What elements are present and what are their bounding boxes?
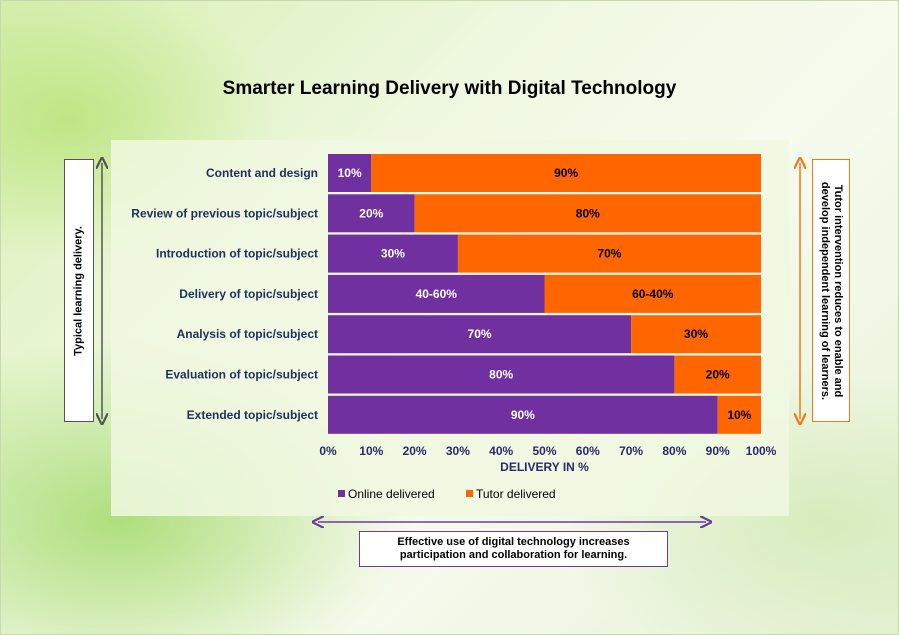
chart-title: Smarter Learning Delivery with Digital T… [222,78,677,99]
legend-label: Tutor delivered [476,487,556,501]
x-tick-label: 40% [489,444,513,458]
tutor-intervention-line-1: Tutor intervention reduces to enable and [832,184,844,397]
bar-tutor [674,355,761,394]
legend-swatch [466,490,473,497]
x-tick-label: 90% [706,444,730,458]
category-label: Introduction of topic/subject [156,247,318,261]
x-tick-label: 70% [619,444,643,458]
digital-technology-line-2: participation and collaboration for lear… [399,549,628,561]
digital-technology-note: Effective use of digital technology incr… [359,531,668,567]
category-label: Extended topic/subject [187,408,318,422]
legend-swatch [338,490,345,497]
legend-label: Online delivered [348,487,435,501]
stacked-bar-chart: Content and design 10% 90% Review of previo… [131,154,777,501]
x-tick-label: 0% [319,444,337,458]
category-label: Analysis of topic/subject [177,327,318,341]
x-tick-label: 20% [403,444,427,458]
bar-online [328,395,718,434]
data-label: 30% [381,247,405,261]
data-label: 40-60% [416,287,458,301]
chart-panel: Content and design 10% 90% Review of previo… [111,140,789,516]
data-label: 10% [338,166,362,180]
data-label: 20% [706,368,730,382]
bar-tutor [717,395,761,434]
x-axis-label: DELIVERY IN % [500,460,589,474]
data-label: 90% [511,408,535,422]
typical-delivery-text: Typical learning delivery. [72,225,85,356]
x-tick-label: 60% [576,444,600,458]
bar-online [328,274,545,313]
data-label: 70% [597,247,621,261]
category-label: Review of previous topic/subject [131,206,318,220]
x-tick-label: 10% [359,444,383,458]
data-label: 80% [576,206,600,220]
bar-online [328,234,458,273]
bar-online [328,194,415,233]
data-label: 90% [554,166,578,180]
data-label: 80% [489,368,513,382]
data-label: 30% [684,327,708,341]
bar-tutor [457,234,761,273]
bar-tutor [631,315,761,354]
x-tick-label: 80% [662,444,686,458]
data-label: 70% [468,327,492,341]
tutor-intervention-line-2: develop independent learning of learners… [819,181,831,400]
bar-tutor [414,194,761,233]
category-label: Delivery of topic/subject [179,287,318,301]
data-label: 60-40% [632,287,674,301]
digital-technology-line-1: Effective use of digital technology incr… [397,536,630,548]
category-label: Content and design [206,166,318,180]
typical-delivery-note: Typical learning delivery. [64,159,94,422]
bar-online [328,355,675,394]
bar-tutor [544,274,761,313]
x-tick-label: 30% [446,444,470,458]
bar-online [328,315,632,354]
bar-online [328,154,372,192]
tutor-intervention-text: Tutor intervention reduces to enable and… [818,181,844,399]
bar-tutor [371,154,761,192]
data-label: 20% [359,206,383,220]
x-tick-label: 100% [746,444,777,458]
tutor-intervention-note: Tutor intervention reduces to enable and… [812,159,850,422]
data-label: 10% [727,408,751,422]
category-label: Evaluation of topic/subject [165,368,318,382]
x-tick-label: 50% [532,444,556,458]
